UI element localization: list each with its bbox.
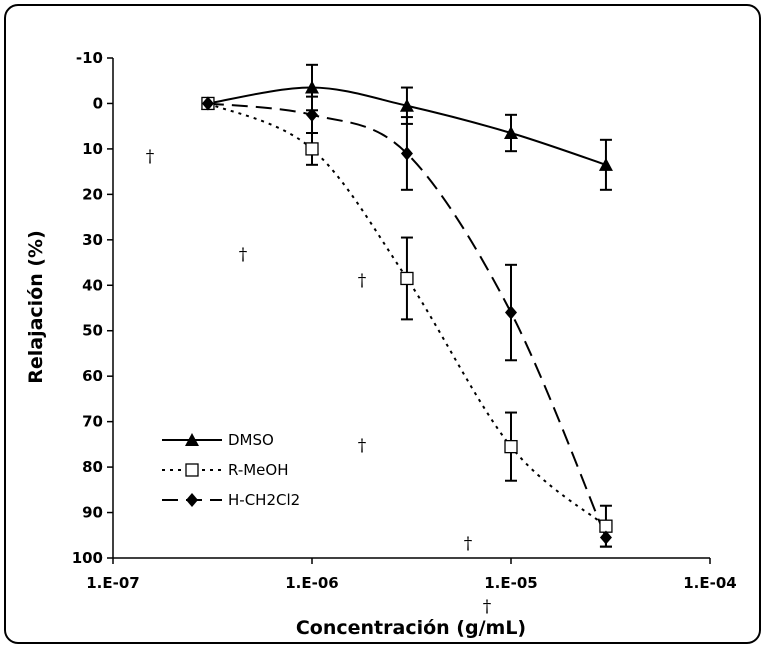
series-line-h-ch2cl2 [207,102,607,538]
legend-marker-h-ch2cl2 [186,493,198,507]
y-tick-label: 10 [82,140,103,158]
significance-dagger: † [358,271,367,291]
y-tick-label: 60 [82,367,103,385]
data-point-r-meoh [599,519,613,533]
data-point-r-meoh [504,439,518,454]
legend-label: DMSO [228,431,274,449]
data-point-r-meoh [400,271,414,286]
data-point-dmso [504,126,518,139]
significance-dagger: † [464,534,473,554]
significance-dagger: † [358,436,367,456]
chart-frame [4,4,761,644]
legend-marker-dmso [185,433,199,446]
x-tick-label: 1.E-05 [484,574,537,592]
x-axis-title: Concentración (g/mL) [296,617,526,639]
y-tick-label: 80 [82,458,103,476]
significance-dagger: † [146,147,155,167]
data-point-h-ch2cl2 [201,96,214,111]
y-tick-label: 100 [72,549,103,567]
y-tick-label: 0 [93,94,103,112]
y-tick-label: -10 [76,49,103,67]
x-tick-label: 1.E-04 [683,574,736,592]
data-point-dmso [399,98,414,112]
data-point-r-meoh [305,142,319,156]
x-tick-label: 1.E-06 [285,574,338,592]
data-point-h-ch2cl2 [505,305,517,320]
y-tick-label: 70 [82,413,103,431]
data-point-h-ch2cl2 [306,107,318,122]
y-tick-label: 30 [82,231,103,249]
y-axis-title: Relajación (%) [25,230,47,384]
y-tick-label: 40 [82,276,103,294]
legend-label: H-CH2Cl2 [228,491,300,509]
y-tick-label: 20 [82,185,103,203]
data-point-h-ch2cl2 [400,146,413,161]
x-tick-label: 1.E-07 [86,574,139,592]
y-tick-label: 50 [82,322,103,340]
y-tick-label: 90 [82,504,103,522]
significance-dagger: † [483,597,492,617]
data-point-h-ch2cl2 [599,530,612,545]
data-point-dmso [598,157,613,171]
data-point-dmso [305,80,319,94]
legend-marker-r-meoh [185,463,199,477]
significance-dagger: † [239,245,248,265]
legend-label: R-MeOH [228,461,288,479]
